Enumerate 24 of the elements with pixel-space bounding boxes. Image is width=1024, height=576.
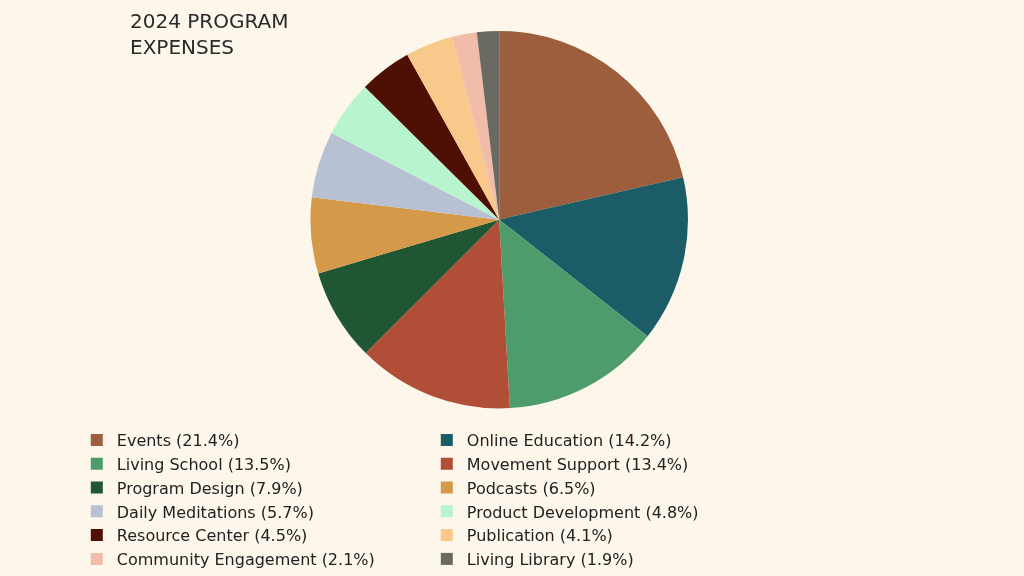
pie-slice [310,197,500,274]
pie-slice [331,87,500,220]
legend-label: Living Library (1.9%) [466,550,634,570]
legend-label: Product Development (4.8%) [466,502,699,522]
legend-label: Resource Center (4.5%) [116,526,308,546]
legend-label: Community Engagement (2.1%) [116,550,375,570]
legend-label: Online Education (14.2%) [466,431,672,451]
pie-slice [452,32,500,220]
pie-slice [499,219,648,409]
pie-slice [499,177,688,337]
pie-slice [311,132,500,220]
chart-title: 2024 PROGRAM EXPENSES [130,9,289,59]
legend-label: Program Design (7.9%) [116,478,303,498]
pie-slice [364,54,500,220]
legend-label: Movement Support (13.4%) [466,454,689,474]
pie-slice [318,219,500,354]
legend-label: Podcasts (6.5%) [466,478,596,498]
legend-label: Living School (13.5%) [116,454,291,474]
legend-label: Publication (4.1%) [466,526,613,546]
legend-label: Events (21.4%) [116,431,240,451]
pie-slice [499,30,684,220]
pie-slice [407,36,500,220]
legend-label: Daily Meditations (5.7%) [116,502,314,522]
pie-slice [365,219,510,409]
